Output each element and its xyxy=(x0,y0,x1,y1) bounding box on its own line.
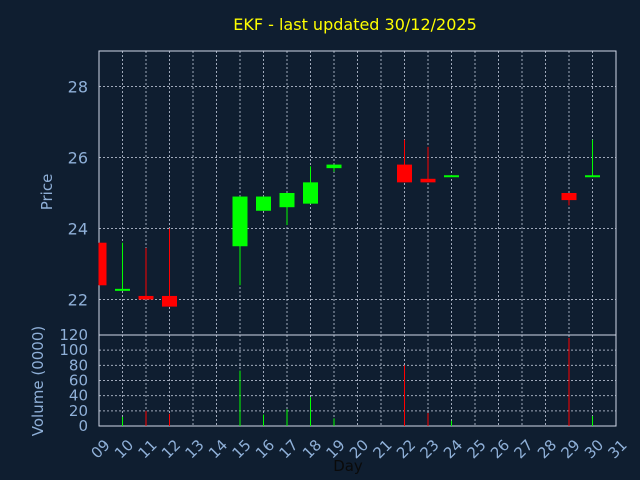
candle-day-11 xyxy=(138,248,154,300)
candle-day-19 xyxy=(326,164,342,172)
volume-tick-label: 80 xyxy=(69,356,88,374)
candle-body xyxy=(279,193,295,208)
candle-day-30 xyxy=(585,139,600,178)
volume-panel-frame xyxy=(98,334,617,427)
volume-tick-label: 20 xyxy=(69,402,88,420)
candle-body xyxy=(561,193,577,201)
volume-tick-label: 0 xyxy=(78,417,88,435)
candle-day-24 xyxy=(444,175,459,178)
price-tick-label: 24 xyxy=(68,220,88,239)
price-axis-label: Price xyxy=(38,174,56,211)
candle-day-18 xyxy=(303,166,318,204)
candle-day-12 xyxy=(162,228,177,307)
candle-body xyxy=(303,182,318,204)
x-axis-label: Day xyxy=(333,457,363,475)
volume-tick-label: 100 xyxy=(59,341,88,359)
candle-body xyxy=(138,295,154,300)
candle-body xyxy=(256,196,271,211)
volume-axis-label: Volume (0000) xyxy=(29,326,47,436)
volume-tick-label: 40 xyxy=(69,387,88,405)
price-tick-label: 22 xyxy=(68,291,88,310)
candle-body xyxy=(115,288,130,291)
candle-day-10 xyxy=(115,242,130,291)
candle-body xyxy=(232,196,248,247)
candle-body xyxy=(397,164,412,183)
candle-day-22 xyxy=(397,139,412,183)
candle-body xyxy=(162,295,177,307)
candle-body xyxy=(444,175,459,178)
candle-day-16 xyxy=(256,196,271,211)
volume-tick-label: 60 xyxy=(69,372,88,390)
candle-day-29 xyxy=(561,193,577,206)
candle-body xyxy=(326,164,342,169)
candle-body xyxy=(420,178,436,183)
candle-body xyxy=(99,242,107,286)
candle-day-23 xyxy=(420,146,436,183)
volume-tick-label: 120 xyxy=(59,326,88,344)
candle-day-15 xyxy=(232,196,248,286)
price-tick-label: 28 xyxy=(68,78,88,97)
price-tick-label: 26 xyxy=(68,149,88,168)
candle-body xyxy=(585,175,600,178)
candle-day-9 xyxy=(98,242,107,286)
candle-day-17 xyxy=(279,193,295,225)
chart-title: EKF - last updated 30/12/2025 xyxy=(233,15,477,34)
